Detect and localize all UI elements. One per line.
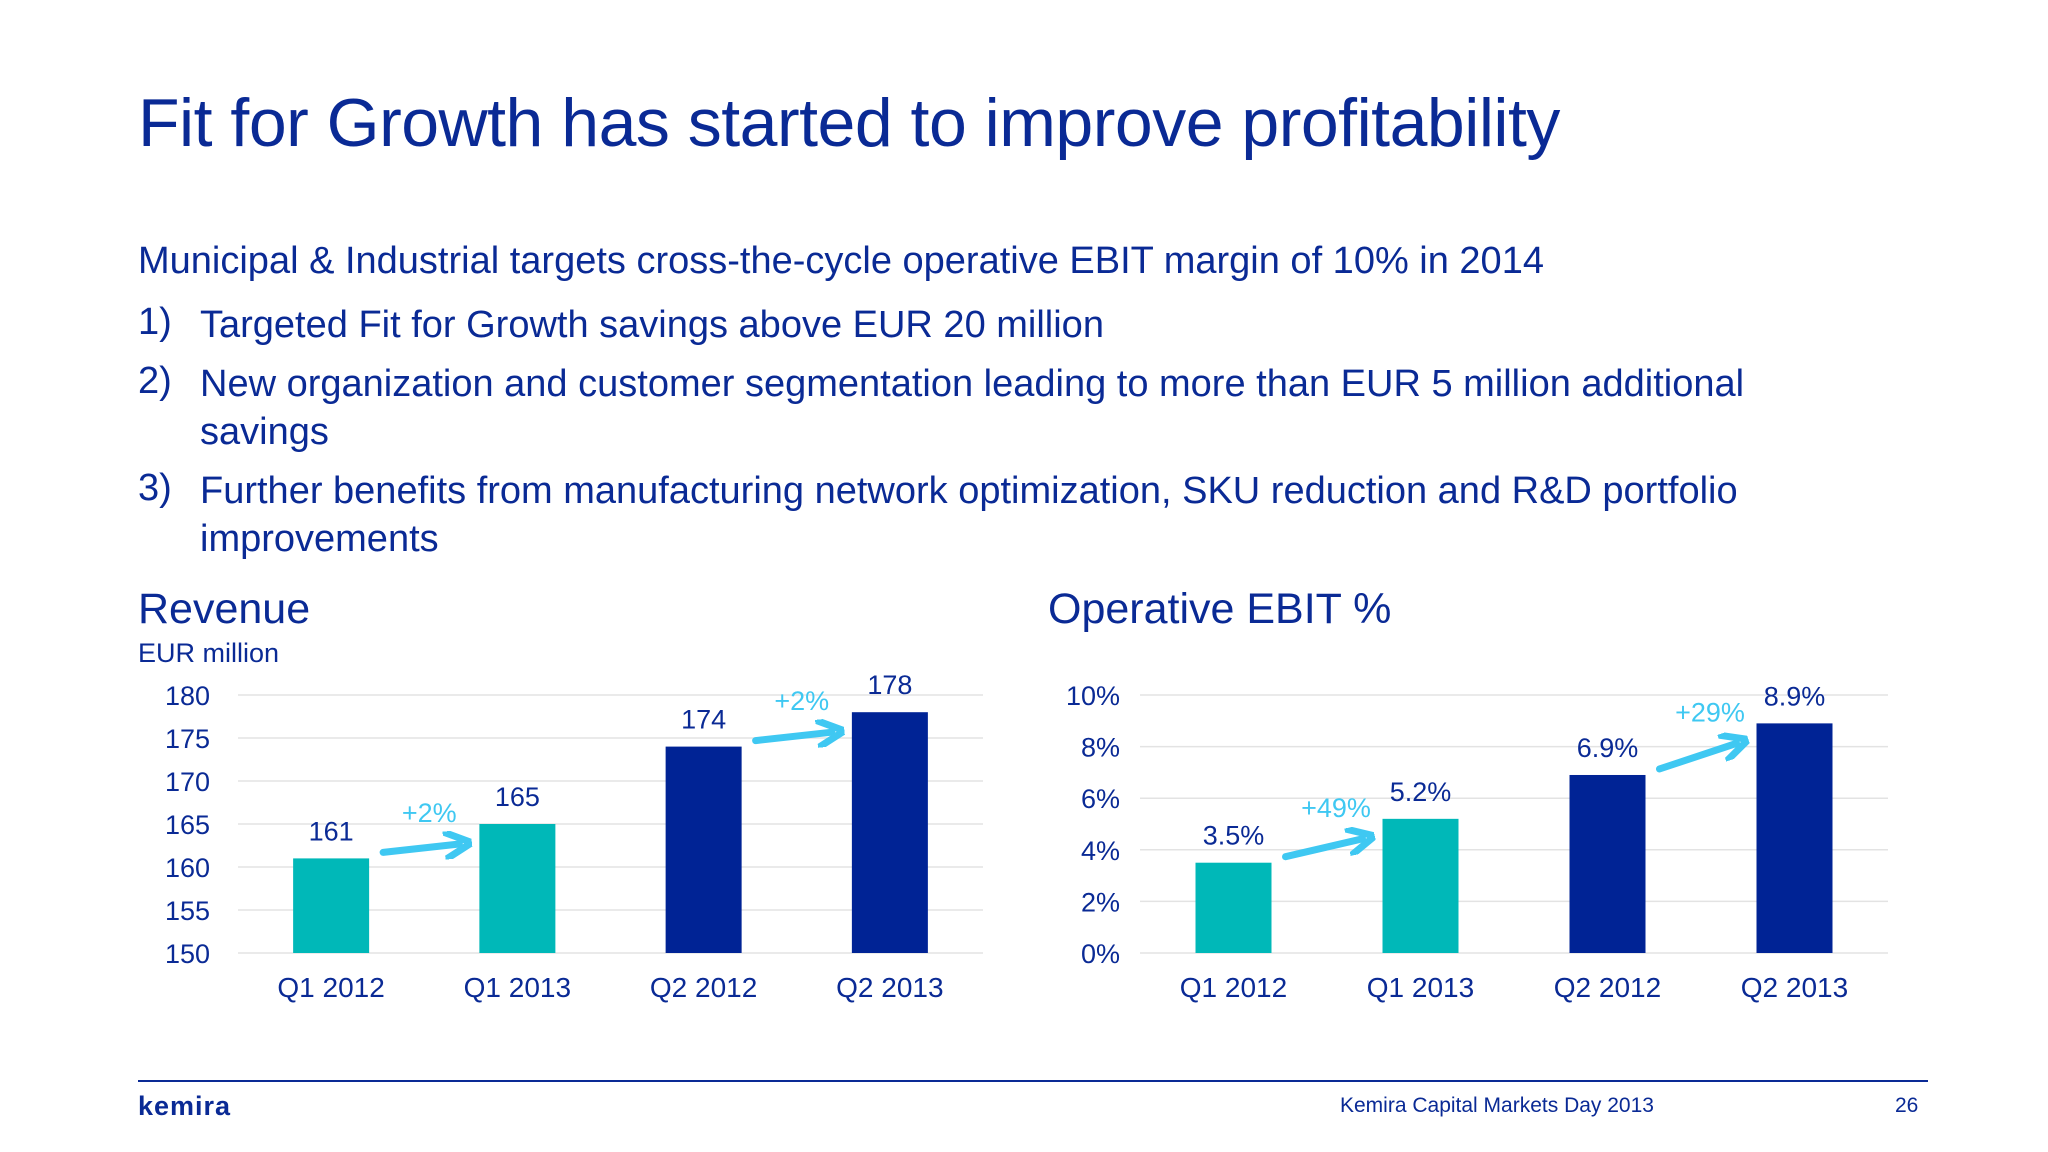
growth-arrow: [1656, 743, 1737, 773]
intro-text: Municipal & Industrial targets cross-the…: [138, 240, 1544, 282]
list-item: 1) Targeted Fit for Growth savings above…: [138, 301, 1938, 349]
bar-value-label: 8.9%: [1764, 681, 1826, 711]
growth-annotation: +29%: [1675, 697, 1745, 727]
y-tick-label: 6%: [1081, 784, 1120, 814]
bar: [479, 824, 556, 953]
slide-title: Fit for Growth has started to improve pr…: [138, 85, 1560, 161]
y-tick-label: 8%: [1081, 733, 1120, 763]
bar: [851, 712, 928, 953]
growth-annotation: +2%: [402, 798, 457, 828]
x-category-label: Q1 2012: [1180, 972, 1287, 1003]
bar: [1569, 774, 1646, 953]
y-tick-label: 155: [165, 896, 210, 926]
bar-value-label: 165: [495, 782, 540, 812]
bar: [1756, 723, 1833, 953]
y-tick-label: 0%: [1081, 939, 1120, 969]
bar-value-label: 5.2%: [1390, 777, 1452, 807]
growth-annotation: +2%: [774, 686, 829, 716]
page-number: 26: [1895, 1094, 1919, 1117]
ebit-chart-title: Operative EBIT %: [1048, 585, 1392, 633]
bar-value-label: 3.5%: [1203, 821, 1265, 851]
revenue-chart: 150 155 160 165 170 175 180 161 Q1 2012 165 Q1 201…: [165, 670, 983, 1003]
footer-event: Kemira Capital Markets Day 2013: [1340, 1094, 1654, 1117]
growth-arrow: [1282, 839, 1363, 861]
list-item-number: 2): [138, 360, 172, 402]
bar: [1195, 862, 1272, 953]
y-tick-label: 2%: [1081, 887, 1120, 917]
revenue-chart-unit: EUR million: [138, 638, 280, 668]
list-item-number: 3): [138, 467, 172, 509]
bar-value-label: 161: [309, 816, 354, 846]
y-tick-label: 150: [165, 939, 210, 969]
ebit-chart: 0% 2% 4% 6% 8% 10% 3.5% Q1 2012 5.2% Q1 2013 6.9% Q…: [1066, 681, 1888, 1003]
bar: [1382, 818, 1459, 953]
bar: [293, 858, 370, 953]
list-item-text: Targeted Fit for Growth savings above EU…: [200, 304, 1104, 346]
list-item-number: 1): [138, 301, 172, 343]
x-category-label: Q1 2013: [1367, 972, 1474, 1003]
x-category-label: Q2 2013: [1741, 972, 1848, 1003]
y-tick-label: 160: [165, 853, 210, 883]
list-item-text: New organization and customer segmentati…: [200, 363, 1745, 453]
bar-value-label: 178: [867, 670, 912, 700]
x-category-label: Q2 2012: [650, 972, 757, 1003]
footer-divider: [138, 1080, 1928, 1082]
y-tick-label: 175: [165, 724, 210, 754]
y-tick-label: 10%: [1066, 681, 1120, 711]
bar: [665, 746, 742, 953]
list-item: 2) New organization and customer segment…: [138, 360, 1938, 456]
x-category-label: Q1 2012: [277, 972, 384, 1003]
list-item: 3) Further benefits from manufacturing n…: [138, 467, 1938, 563]
x-category-label: Q2 2013: [836, 972, 943, 1003]
growth-arrow: [379, 844, 459, 852]
bar-value-label: 6.9%: [1577, 733, 1639, 763]
x-category-label: Q1 2013: [464, 972, 571, 1003]
growth-annotation: +49%: [1301, 793, 1371, 823]
list-item-text: Further benefits from manufacturing netw…: [200, 470, 1738, 560]
bar-value-label: 174: [681, 705, 726, 735]
revenue-chart-title: Revenue: [138, 585, 311, 633]
y-tick-label: 180: [165, 681, 210, 711]
y-tick-label: 4%: [1081, 836, 1120, 866]
kemira-logo: kemira: [138, 1091, 232, 1121]
y-tick-label: 170: [165, 767, 210, 797]
y-tick-label: 165: [165, 810, 210, 840]
growth-arrow: [752, 732, 832, 740]
x-category-label: Q2 2012: [1554, 972, 1661, 1003]
